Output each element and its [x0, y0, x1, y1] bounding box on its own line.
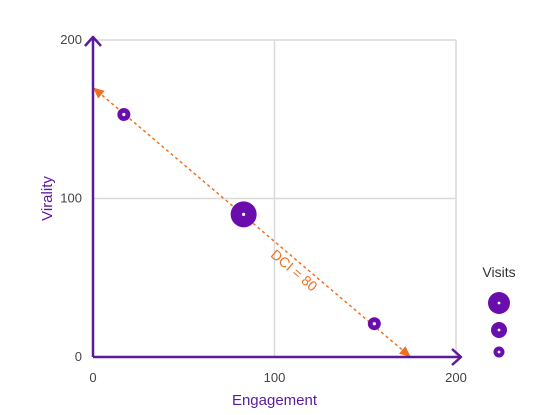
legend-title: Visits [482, 264, 515, 280]
legend: Visits [482, 264, 516, 358]
axes [84, 35, 463, 366]
data-point-center [372, 322, 376, 326]
x-tick-label: 100 [264, 370, 286, 385]
data-points [117, 107, 381, 331]
y-tick-label: 100 [60, 191, 82, 206]
reference-arrow-start [93, 87, 105, 99]
legend-marker-center [497, 301, 501, 305]
legend-marker-center [497, 350, 501, 354]
reference-line-label: DCI = 80 [268, 246, 321, 294]
x-tick-label: 200 [445, 370, 467, 385]
tick-labels: 0 100 200 0 100 200 [60, 32, 467, 385]
y-tick-label: 0 [75, 349, 82, 364]
reference-line-group [92, 86, 412, 358]
x-tick-label: 0 [89, 370, 96, 385]
x-axis-label: Engagement [232, 392, 318, 409]
data-point-center [242, 212, 246, 216]
data-point-center [122, 112, 126, 117]
reference-arrow-end [399, 346, 411, 357]
y-tick-label: 200 [60, 32, 82, 47]
grid-lines [93, 39, 457, 357]
y-axis-label: Virality [39, 176, 56, 221]
y-axis-arrow [84, 35, 102, 47]
x-axis-arrow [451, 348, 463, 366]
legend-marker-center [497, 328, 501, 332]
